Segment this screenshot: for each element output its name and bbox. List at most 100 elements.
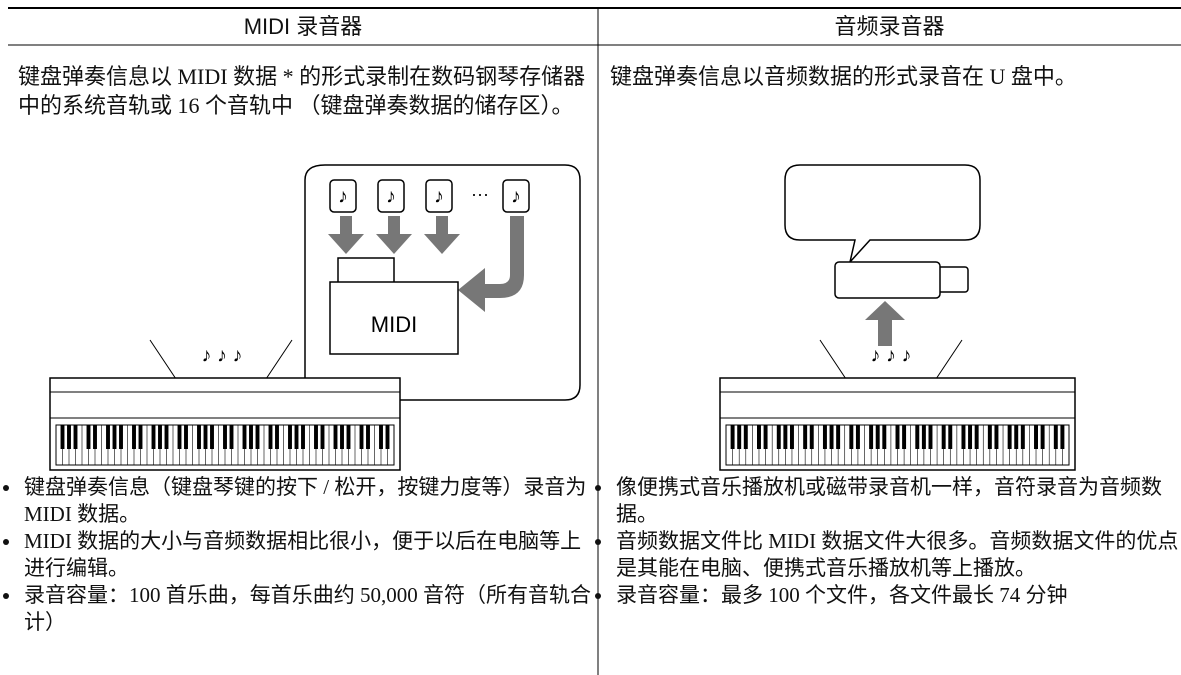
black-key bbox=[895, 425, 900, 449]
black-key bbox=[275, 425, 279, 449]
black-key bbox=[743, 425, 748, 449]
bullet: 录音容量：最多 100 个文件，各文件最长 74 分钟 bbox=[614, 582, 1181, 609]
black-key bbox=[994, 425, 999, 449]
black-key bbox=[366, 425, 370, 449]
black-key bbox=[730, 425, 735, 449]
black-key bbox=[1007, 425, 1012, 449]
black-key bbox=[968, 425, 973, 449]
black-key bbox=[314, 425, 318, 449]
note-icon: ♪ bbox=[511, 185, 521, 207]
black-key bbox=[869, 425, 874, 449]
black-key bbox=[987, 425, 992, 449]
ellipsis: ··· bbox=[471, 184, 489, 204]
note-icon: ♪ bbox=[338, 185, 348, 207]
black-key bbox=[921, 425, 926, 449]
black-key bbox=[132, 425, 136, 449]
black-key bbox=[809, 425, 814, 449]
black-key bbox=[829, 425, 834, 449]
black-key bbox=[112, 425, 117, 449]
black-key bbox=[875, 425, 880, 449]
piano-notes: ♪ ♪ ♪ bbox=[201, 344, 242, 366]
black-key bbox=[197, 425, 201, 449]
black-key bbox=[164, 425, 169, 449]
black-key bbox=[138, 425, 143, 449]
header: MIDI 录音器 bbox=[243, 14, 363, 39]
black-key bbox=[346, 425, 351, 449]
piano-notes: ♪ ♪ ♪ bbox=[870, 344, 911, 366]
black-key bbox=[763, 425, 768, 449]
black-key bbox=[203, 425, 208, 449]
black-key bbox=[855, 425, 860, 449]
header: 音频录音器 bbox=[834, 14, 945, 39]
black-key bbox=[1014, 425, 1019, 449]
black-key bbox=[60, 425, 65, 449]
black-key bbox=[803, 425, 808, 449]
description: 键盘弹奏信息以 MIDI 数据 * 的形式录制在数码钢琴存储器中的系统音轨或 1… bbox=[18, 64, 586, 118]
black-key bbox=[255, 425, 260, 449]
black-key bbox=[941, 425, 946, 449]
black-key bbox=[974, 425, 979, 449]
black-key bbox=[1053, 425, 1058, 449]
black-key bbox=[928, 425, 933, 449]
black-key bbox=[320, 425, 325, 449]
black-key bbox=[1020, 425, 1025, 449]
black-key bbox=[948, 425, 953, 449]
black-key bbox=[151, 425, 156, 449]
bullet: 录音容量：100 首乐曲，每首乐曲约 50,000 音符（所有音轨合计） bbox=[22, 582, 596, 636]
black-key bbox=[93, 425, 97, 449]
bullet: 键盘弹奏信息（键盘琴键的按下 / 松开，按键力度等）录音为 MIDI 数据。 bbox=[22, 474, 596, 528]
black-key bbox=[210, 425, 214, 449]
description: 键盘弹奏信息以音频数据的形式录音在 U 盘中。 bbox=[610, 64, 1077, 89]
black-key bbox=[86, 425, 91, 449]
black-key bbox=[882, 425, 887, 449]
black-key bbox=[915, 425, 920, 449]
black-key bbox=[789, 425, 794, 449]
black-key bbox=[783, 425, 788, 449]
black-key bbox=[106, 425, 110, 449]
black-key bbox=[67, 425, 71, 449]
bullet: 音频数据文件比 MIDI 数据文件大很多。音频数据文件的优点是其能在电脑、便携式… bbox=[614, 528, 1181, 582]
black-key bbox=[776, 425, 781, 449]
black-key bbox=[385, 425, 390, 449]
black-key bbox=[301, 425, 305, 449]
bullet: MIDI 数据的大小与音频数据相比很小，便于以后在电脑等上进行编辑。 bbox=[22, 528, 596, 582]
black-key bbox=[294, 425, 299, 449]
black-key bbox=[229, 425, 234, 449]
black-key bbox=[849, 425, 854, 449]
black-key bbox=[249, 425, 253, 449]
black-key bbox=[961, 425, 966, 449]
black-key bbox=[184, 425, 188, 449]
folder-label: MIDI bbox=[371, 312, 417, 337]
black-key bbox=[902, 425, 907, 449]
black-key bbox=[333, 425, 338, 449]
black-key bbox=[1040, 425, 1045, 449]
black-key bbox=[268, 425, 273, 449]
arrows bbox=[328, 216, 524, 312]
black-key bbox=[288, 425, 292, 449]
black-key bbox=[379, 425, 383, 449]
piano bbox=[49, 377, 401, 471]
bullet: 像便携式音乐播放机或磁带录音机一样，音符录音为音频数据。 bbox=[614, 474, 1181, 528]
speech-bubble bbox=[784, 164, 981, 265]
black-key bbox=[359, 425, 364, 449]
black-key bbox=[119, 425, 123, 449]
piano bbox=[719, 377, 1076, 471]
note-icon: ♪ bbox=[434, 185, 444, 207]
black-key bbox=[177, 425, 182, 449]
black-key bbox=[223, 425, 227, 449]
black-key bbox=[1060, 425, 1065, 449]
black-key bbox=[73, 425, 78, 449]
black-key bbox=[737, 425, 742, 449]
black-key bbox=[836, 425, 841, 449]
black-key bbox=[822, 425, 827, 449]
black-key bbox=[1034, 425, 1038, 449]
note-icon: ♪ bbox=[386, 185, 396, 207]
black-key bbox=[158, 425, 162, 449]
black-key bbox=[340, 425, 344, 449]
black-key bbox=[242, 425, 247, 449]
bullet-list: 像便携式音乐播放机或磁带录音机一样，音符录音为音频数据。音频数据文件比 MIDI… bbox=[598, 474, 1181, 609]
bullet-list: 键盘弹奏信息（键盘琴键的按下 / 松开，按键力度等）录音为 MIDI 数据。MI… bbox=[6, 474, 596, 636]
black-key bbox=[757, 425, 761, 449]
